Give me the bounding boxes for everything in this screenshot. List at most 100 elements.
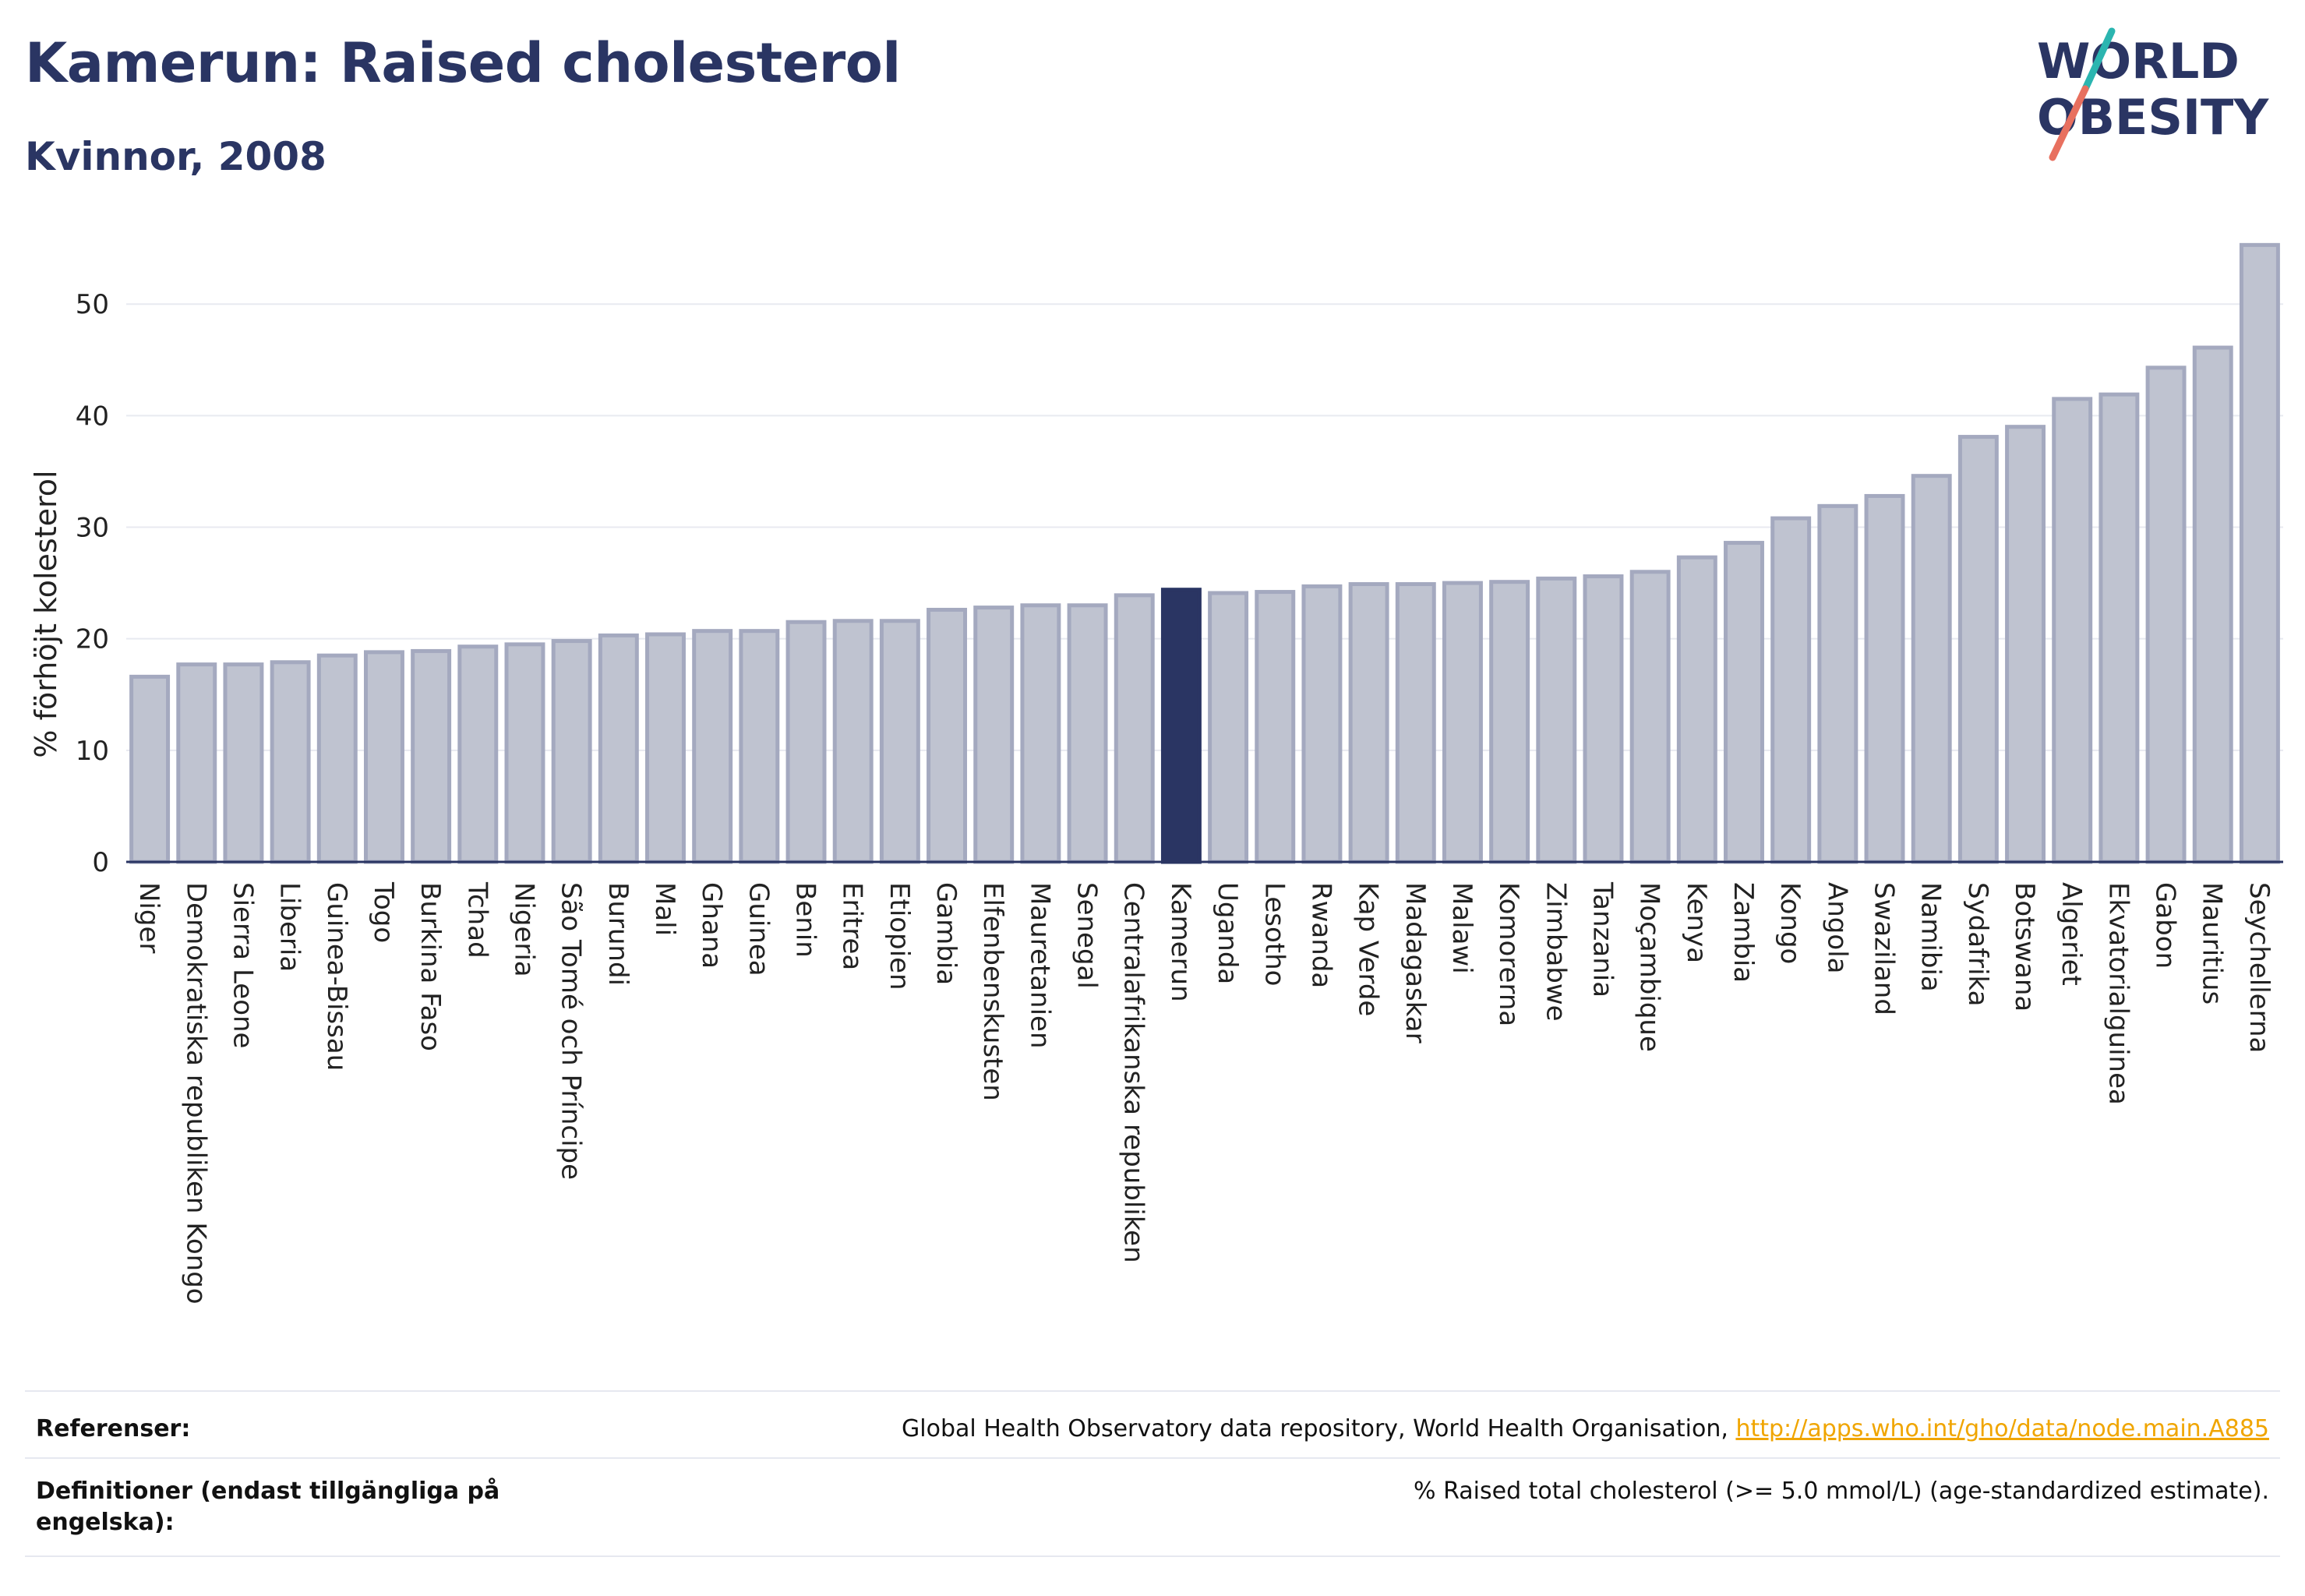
x-tick-label: Angola xyxy=(1821,882,1852,973)
bar xyxy=(1583,574,1624,864)
bar xyxy=(1114,593,1155,864)
bar xyxy=(2192,345,2233,864)
bar xyxy=(785,620,827,864)
bar xyxy=(1301,584,1343,864)
logo-slash-coral xyxy=(2049,85,2089,161)
x-tick-label: Ghana xyxy=(696,882,727,969)
x-tick-label: Ekvatorialguinea xyxy=(2102,882,2134,1105)
bar xyxy=(832,619,874,864)
x-tick-label: Senegal xyxy=(1071,882,1103,989)
bar xyxy=(1911,474,1952,864)
x-tick-label: Rwanda xyxy=(1305,882,1336,988)
bar xyxy=(1770,516,1812,864)
bar xyxy=(973,606,1015,864)
x-tick-label: Lesotho xyxy=(1258,882,1290,986)
x-tick-label: Liberia xyxy=(274,882,305,972)
bar xyxy=(457,644,499,864)
x-tick-label: Komorerna xyxy=(1493,882,1524,1026)
x-tick-label: Algeriet xyxy=(2056,882,2087,986)
bar xyxy=(270,660,311,864)
bar xyxy=(2052,397,2093,864)
y-tick-label: 50 xyxy=(76,289,109,320)
bar xyxy=(129,674,171,864)
axes: 0 10 20 30 40 50 Niger Demokratiska republiken … xyxy=(76,289,2283,1305)
x-tick-label: Mauretanien xyxy=(1024,882,1055,1049)
references-label: Referenser: xyxy=(36,1415,191,1442)
footer-divider xyxy=(25,1457,2280,1459)
x-tick-label: Nigeria xyxy=(508,882,539,977)
bar xyxy=(1724,541,1764,864)
x-tick-label: Burkina Faso xyxy=(415,882,446,1051)
bar xyxy=(1255,590,1296,864)
bar xyxy=(1067,603,1108,864)
x-tick-label: Centralafrikanska republiken xyxy=(1118,882,1149,1263)
logo-text-world: WORLD xyxy=(2037,33,2240,90)
x-tick-label: Zimbabwe xyxy=(1540,882,1571,1022)
bar xyxy=(879,619,920,864)
x-tick-label: Seychellerna xyxy=(2243,882,2275,1053)
bar xyxy=(1957,435,1999,864)
x-tick-label: Madagaskar xyxy=(1400,882,1431,1043)
definitions-value: % Raised total cholesterol (>= 5.0 mmol/… xyxy=(1414,1478,2269,1505)
bar xyxy=(598,633,639,864)
x-tick-label: Togo xyxy=(368,881,399,943)
references-link[interactable]: http://apps.who.int/gho/data/node.main.A… xyxy=(1735,1415,2269,1442)
x-tick-label: Sierra Leone xyxy=(227,882,258,1048)
bar xyxy=(645,632,686,864)
x-tick-label: Elfenbenskusten xyxy=(977,882,1008,1101)
references-row: Referenser: Global Health Observatory da… xyxy=(25,1414,2280,1460)
x-tick-label: Gabon xyxy=(2150,882,2181,969)
x-tick-label: Guinea-Bissau xyxy=(321,882,352,1071)
bar xyxy=(1864,493,1905,864)
page-title: Kamerun: Raised cholesterol xyxy=(25,31,901,95)
bar xyxy=(1536,576,1577,864)
bar xyxy=(411,648,452,864)
bar xyxy=(2005,425,2046,864)
x-tick-label: Benin xyxy=(790,882,821,958)
x-tick-label: Guinea xyxy=(743,882,774,976)
x-tick-label: Kap Verde xyxy=(1353,882,1384,1016)
page-subtitle: Kvinnor, 2008 xyxy=(25,134,327,179)
bar xyxy=(2239,242,2280,864)
y-tick-label: 10 xyxy=(76,736,109,767)
definitions-label: Definitioner (endast tillgängliga på eng… xyxy=(36,1478,500,1536)
logo-slash-teal xyxy=(2081,27,2116,93)
bar xyxy=(2099,392,2140,864)
bar xyxy=(1817,503,1858,864)
bar xyxy=(927,607,968,864)
x-tick-label: Niger xyxy=(133,882,164,953)
bar xyxy=(1348,582,1389,864)
bar xyxy=(504,642,545,864)
bar-highlighted xyxy=(1160,588,1202,864)
x-tick-label: Kongo xyxy=(1774,882,1806,964)
y-tick-label: 30 xyxy=(76,513,109,544)
references-text: Global Health Observatory data repositor… xyxy=(902,1415,1736,1442)
x-tick-label: Gambia xyxy=(930,882,962,985)
bar xyxy=(1489,580,1530,864)
bar xyxy=(1020,603,1061,864)
x-tick-label: Kamerun xyxy=(1165,882,1196,1002)
footer: Referenser: Global Health Observatory da… xyxy=(25,1390,2280,1562)
bar xyxy=(1629,570,1671,864)
x-tick-label: Eritrea xyxy=(837,882,868,970)
bar xyxy=(1676,555,1717,864)
bar xyxy=(1442,581,1483,864)
x-tick-label: Tchad xyxy=(461,881,492,959)
x-tick-label: Sydafrika xyxy=(1962,882,1993,1006)
footer-divider xyxy=(25,1555,2280,1557)
bar xyxy=(692,629,733,864)
bar xyxy=(739,629,780,864)
bar xyxy=(176,662,217,864)
bar xyxy=(363,650,404,864)
bar xyxy=(223,662,264,864)
bar xyxy=(1395,582,1436,864)
world-obesity-logo: WORLD OBESITY xyxy=(2037,27,2269,161)
x-tick-label: Botswana xyxy=(2009,882,2040,1012)
bar xyxy=(1208,591,1249,864)
y-tick-label: 20 xyxy=(76,624,109,655)
x-tick-label: Etiopien xyxy=(884,882,915,990)
x-tick-label: Demokratiska republiken Kongo xyxy=(180,882,211,1305)
x-tick-label: Swaziland xyxy=(1869,882,1900,1015)
references-value: Global Health Observatory data repositor… xyxy=(902,1414,2269,1445)
y-tick-label: 0 xyxy=(92,847,109,878)
